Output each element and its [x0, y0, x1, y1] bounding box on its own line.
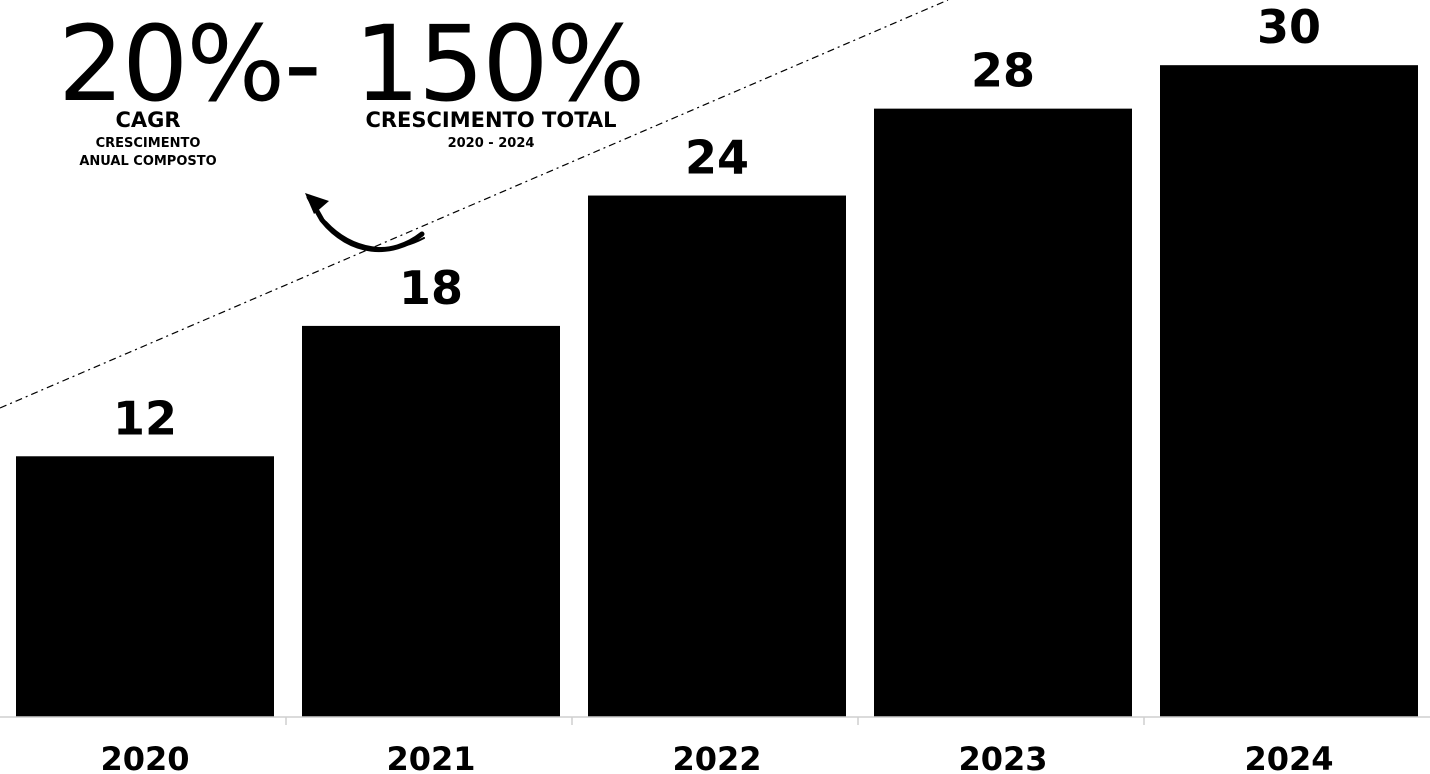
bar-2021 [302, 325, 560, 717]
value-label-2022: 24 [685, 131, 749, 185]
category-label-2020: 2020 [100, 740, 189, 774]
category-label-2021: 2021 [386, 740, 475, 774]
category-label-2024: 2024 [1244, 740, 1333, 774]
cagr-value: 20% [58, 3, 285, 125]
headline-separator: - [284, 3, 322, 125]
value-label-2023: 28 [971, 44, 1035, 98]
category-label-2023: 2023 [958, 740, 1047, 774]
value-labels: 12 18 24 28 30 [113, 0, 1321, 445]
cagr-label: CAGR [115, 108, 181, 132]
total-growth-period: 2020 - 2024 [447, 136, 535, 151]
total-growth-value: 150% [354, 3, 645, 125]
x-axis-ticks [285, 717, 1145, 725]
value-label-2020: 12 [113, 391, 177, 445]
trend-line [0, 0, 949, 409]
bar-2020 [16, 456, 274, 717]
bar-2024 [1160, 65, 1418, 717]
bar-2022 [588, 195, 846, 717]
bars-layer [16, 65, 1418, 718]
value-label-2024: 30 [1257, 0, 1321, 54]
value-label-2021: 18 [399, 261, 463, 315]
cagr-subtitle-line-1: CRESCIMENTO [95, 136, 201, 151]
curved-arrow-icon [305, 193, 425, 253]
category-labels: 2020 2021 2022 2023 2024 [100, 740, 1333, 774]
category-label-2022: 2022 [672, 740, 761, 774]
cagr-subtitle-line-2: ANUAL COMPOSTO [79, 154, 217, 169]
total-growth-label: CRESCIMENTO TOTAL [365, 108, 617, 132]
bar-2023 [874, 108, 1132, 718]
